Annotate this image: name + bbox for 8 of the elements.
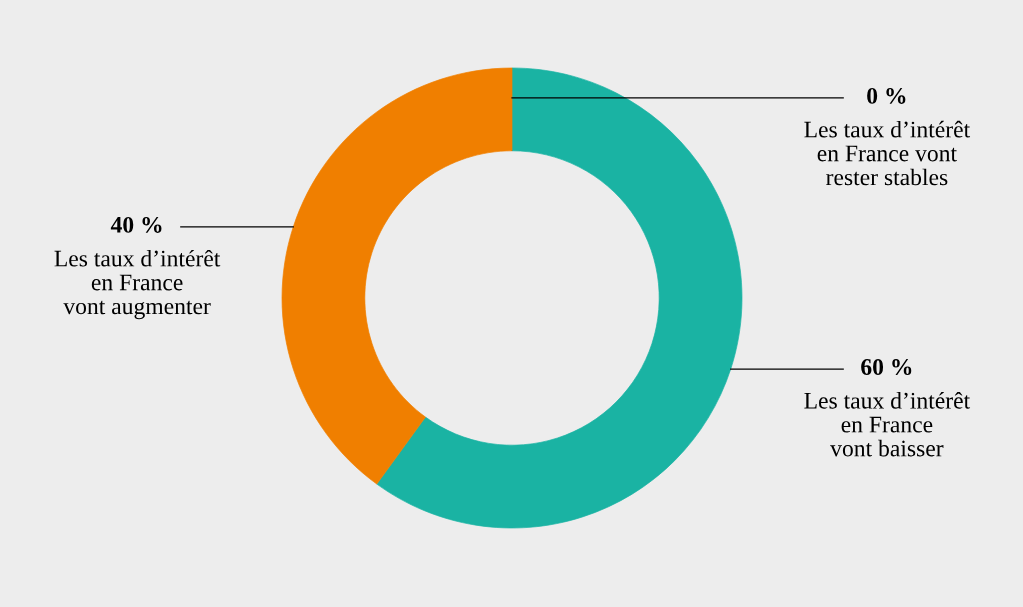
donut-slice [376,67,743,529]
data-label: 40 % [110,216,162,233]
data-label: 60 % [861,359,912,376]
text: 0 % [867,87,906,104]
slice-label: Les taux d’intérêt en France vont baisser [804,392,971,457]
donut-slice [281,67,513,485]
slice-label: Les taux d’intérêt en France vont augmenter [54,249,221,320]
category-label: Les taux d’intérêt en France vont rester stables [804,120,971,186]
